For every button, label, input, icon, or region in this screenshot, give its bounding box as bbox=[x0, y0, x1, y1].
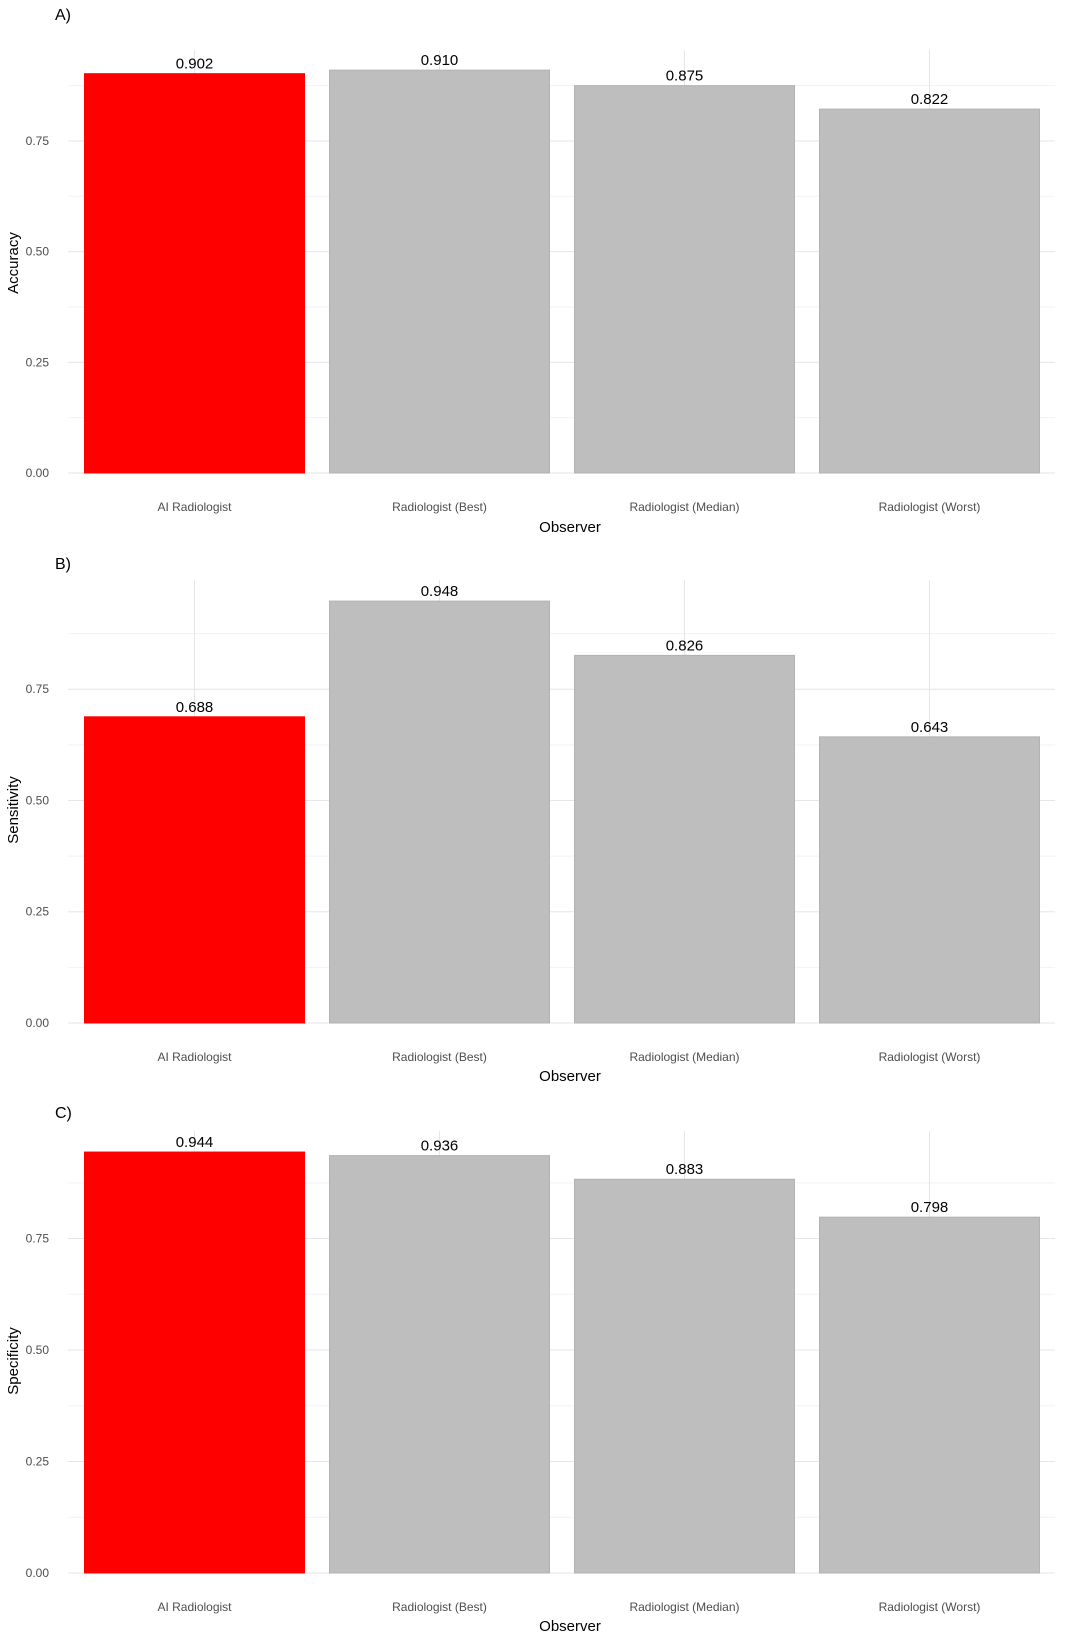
panel-c-x-tick-label-3: Radiologist (Median) bbox=[629, 1600, 739, 1614]
panel-a-value-label-4: 0.822 bbox=[911, 91, 949, 108]
panel-b-x-tick-label-3: Radiologist (Median) bbox=[629, 1050, 739, 1064]
panel-c-bar-3 bbox=[574, 1178, 795, 1574]
panel-a-x-ticks: AI Radiologist Radiologist (Best) Radiolog… bbox=[157, 500, 980, 514]
panel-c: C) 0.944 0.936 0.883 0.798 0.00 0.25 0.50 0.75… bbox=[5, 1105, 1055, 1635]
panel-c-bar-4 bbox=[819, 1216, 1040, 1574]
panel-a-y-tick-label: 0.50 bbox=[26, 245, 50, 259]
panel-c-x-axis-title: Observer bbox=[539, 1618, 601, 1635]
panel-b-value-label-2: 0.948 bbox=[421, 583, 459, 600]
panel-a-y-axis-title: Accuracy bbox=[5, 232, 22, 294]
panel-c-value-labels: 0.944 0.936 0.883 0.798 bbox=[176, 1134, 949, 1216]
panel-a-value-label-1: 0.902 bbox=[176, 56, 214, 73]
panel-a-value-labels: 0.902 0.910 0.875 0.822 bbox=[176, 52, 949, 108]
panel-c-bars bbox=[84, 1151, 1040, 1574]
panel-b-y-tick-label: 0.00 bbox=[26, 1016, 50, 1030]
panel-b-value-labels: 0.688 0.948 0.826 0.643 bbox=[176, 583, 949, 736]
panel-c-bar-1 bbox=[84, 1151, 305, 1574]
panel-b-x-axis-title: Observer bbox=[539, 1068, 601, 1085]
panel-b-tag: B) bbox=[55, 556, 71, 573]
panel-a-bar-3 bbox=[574, 85, 795, 474]
panel-b-x-tick-label-1: AI Radiologist bbox=[157, 1050, 232, 1064]
panel-c-x-tick-label-1: AI Radiologist bbox=[157, 1600, 232, 1614]
panel-a-bar-1 bbox=[84, 73, 305, 474]
panel-b-x-tick-label-4: Radiologist (Worst) bbox=[879, 1050, 981, 1064]
panel-b-x-tick-label-2: Radiologist (Best) bbox=[392, 1050, 487, 1064]
panel-c-bar-2 bbox=[329, 1155, 550, 1574]
panel-b-value-label-4: 0.643 bbox=[911, 719, 949, 736]
panel-b-bars bbox=[84, 600, 1040, 1024]
panel-a-tag: A) bbox=[55, 7, 71, 24]
panel-c-tag: C) bbox=[55, 1105, 72, 1122]
panel-a: A) 0.902 0.910 0.875 0.822 0.00 0.25 0.50 0.75… bbox=[5, 7, 1055, 536]
panel-a-bar-2 bbox=[329, 69, 550, 474]
panel-a-y-tick-label: 0.75 bbox=[26, 134, 50, 148]
panel-c-y-tick-label: 0.00 bbox=[26, 1566, 50, 1580]
panel-c-value-label-4: 0.798 bbox=[911, 1199, 949, 1216]
panel-c-value-label-2: 0.936 bbox=[421, 1138, 459, 1155]
panel-a-value-label-3: 0.875 bbox=[666, 68, 704, 85]
panel-b-value-label-1: 0.688 bbox=[176, 699, 214, 716]
panel-b-bar-1 bbox=[84, 716, 305, 1024]
panel-a-x-tick-label-3: Radiologist (Median) bbox=[629, 500, 739, 514]
panel-a-y-tick-label: 0.25 bbox=[26, 355, 50, 369]
panel-c-y-axis-title: Specificity bbox=[5, 1327, 22, 1395]
panel-a-x-tick-label-2: Radiologist (Best) bbox=[392, 500, 487, 514]
panel-b-y-tick-label: 0.75 bbox=[26, 682, 50, 696]
panel-a-x-tick-label-1: AI Radiologist bbox=[157, 500, 232, 514]
panel-b-y-tick-label: 0.25 bbox=[26, 905, 50, 919]
panel-a-x-tick-label-4: Radiologist (Worst) bbox=[879, 500, 981, 514]
panel-b-y-tick-label: 0.50 bbox=[26, 793, 50, 807]
panel-b-y-ticks: 0.00 0.25 0.50 0.75 bbox=[26, 682, 50, 1030]
panel-c-x-tick-label-4: Radiologist (Worst) bbox=[879, 1600, 981, 1614]
panel-a-value-label-2: 0.910 bbox=[421, 52, 459, 69]
panel-b-value-label-3: 0.826 bbox=[666, 637, 704, 654]
panel-c-value-label-3: 0.883 bbox=[666, 1161, 704, 1178]
panel-b-x-ticks: AI Radiologist Radiologist (Best) Radiolog… bbox=[157, 1050, 980, 1064]
panel-c-value-label-1: 0.944 bbox=[176, 1134, 214, 1151]
panel-a-y-tick-label: 0.00 bbox=[26, 466, 50, 480]
panel-c-x-ticks: AI Radiologist Radiologist (Best) Radiolog… bbox=[157, 1600, 980, 1614]
panel-c-y-tick-label: 0.25 bbox=[26, 1455, 50, 1469]
panel-c-x-tick-label-2: Radiologist (Best) bbox=[392, 1600, 487, 1614]
panel-c-y-ticks: 0.00 0.25 0.50 0.75 bbox=[26, 1232, 50, 1580]
panel-b-bar-3 bbox=[574, 654, 795, 1024]
panel-b-y-axis-title: Sensitivity bbox=[5, 776, 22, 844]
panel-a-bar-4 bbox=[819, 108, 1040, 474]
panel-b-bar-2 bbox=[329, 600, 550, 1024]
panel-b: B) 0.688 0.948 0.826 0.643 0.00 0.25 0.50 0.75… bbox=[5, 556, 1055, 1085]
panel-b-bar-4 bbox=[819, 736, 1040, 1024]
panel-a-y-ticks: 0.00 0.25 0.50 0.75 bbox=[26, 134, 50, 480]
panel-c-y-tick-label: 0.50 bbox=[26, 1343, 50, 1357]
panel-a-bars bbox=[84, 69, 1040, 474]
panel-c-y-tick-label: 0.75 bbox=[26, 1232, 50, 1246]
panel-a-x-axis-title: Observer bbox=[539, 519, 601, 536]
